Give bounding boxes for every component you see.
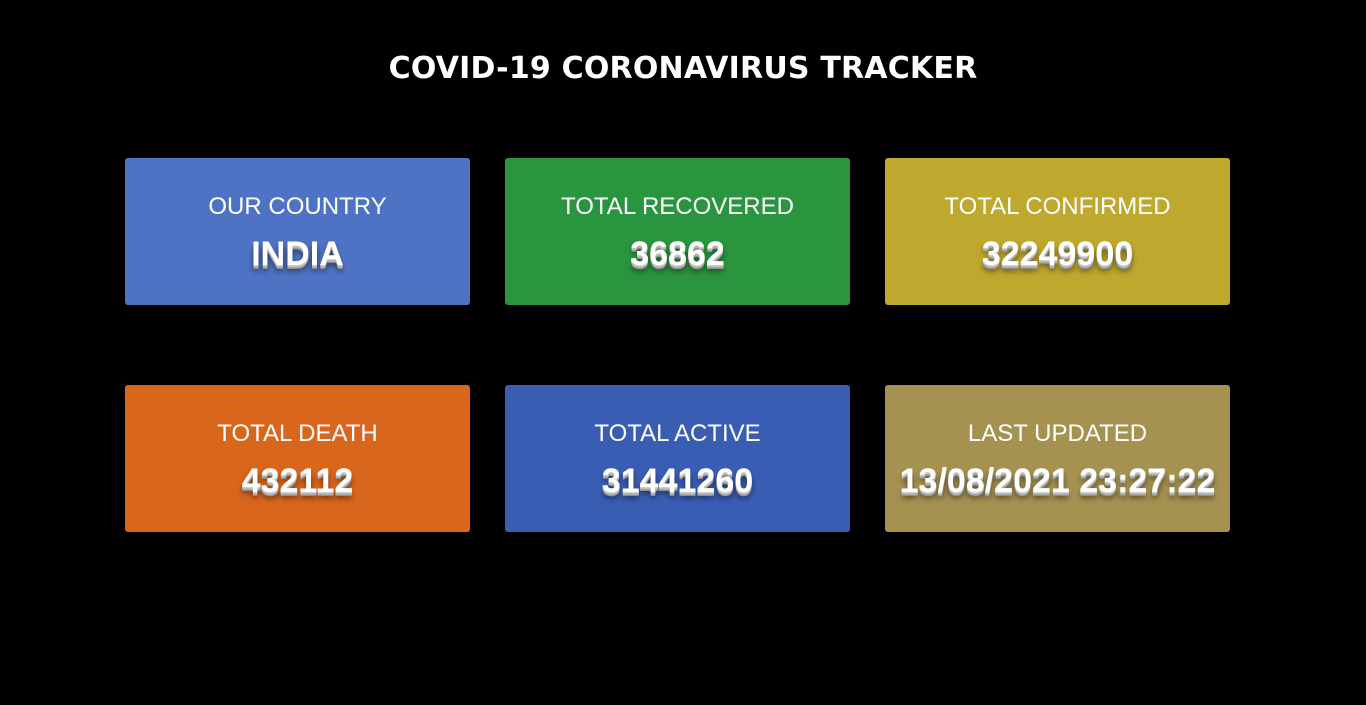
country-value: INDIA [251, 235, 344, 273]
recovered-label: TOTAL RECOVERED [561, 193, 794, 220]
confirmed-card: TOTAL CONFIRMED 32249900 [885, 158, 1230, 305]
death-card: TOTAL DEATH 432112 [125, 385, 470, 532]
last-updated-card: LAST UPDATED 13/08/2021 23:27:22 [885, 385, 1230, 532]
page-title: COVID-19 CORONAVIRUS TRACKER [388, 51, 978, 86]
recovered-card: TOTAL RECOVERED 36862 [505, 158, 850, 305]
confirmed-label: TOTAL CONFIRMED [944, 193, 1171, 220]
recovered-value: 36862 [630, 235, 725, 273]
country-label: OUR COUNTRY [208, 193, 387, 220]
active-value: 31441260 [601, 462, 754, 500]
death-value: 432112 [241, 462, 354, 500]
last-updated-value: 13/08/2021 23:27:22 [899, 462, 1216, 500]
active-card: TOTAL ACTIVE 31441260 [505, 385, 850, 532]
death-label: TOTAL DEATH [217, 420, 378, 447]
last-updated-label: LAST UPDATED [967, 420, 1148, 447]
active-label: TOTAL ACTIVE [594, 420, 761, 447]
country-card: OUR COUNTRY INDIA [125, 158, 470, 305]
confirmed-value: 32249900 [981, 235, 1134, 273]
